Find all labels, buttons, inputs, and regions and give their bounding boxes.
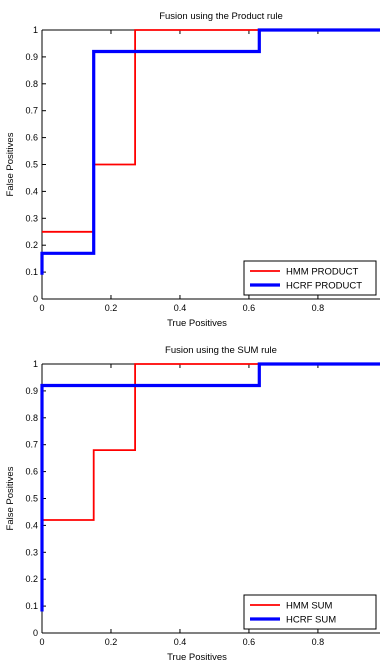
series-line-hmm [42, 29, 380, 233]
x-tick-label: 0.4 [174, 303, 187, 313]
x-tick-label: 0.8 [312, 303, 325, 313]
y-tick-label: 0.2 [25, 240, 38, 250]
series-line-hmm [42, 363, 380, 521]
y-tick-label: 0.9 [25, 386, 38, 396]
legend-label: HMM PRODUCT [286, 267, 358, 278]
y-axis-label: False Positives [5, 132, 16, 196]
y-tick-label: 0.7 [25, 106, 38, 116]
y-tick-label: 0.3 [25, 213, 38, 223]
y-tick-label: 0.1 [25, 267, 38, 277]
legend-label: HCRF SUM [286, 615, 336, 626]
y-tick-label: 0.9 [25, 52, 38, 62]
y-tick-label: 0.2 [25, 574, 38, 584]
y-tick-label: 0.4 [25, 186, 38, 196]
x-axis-label: True Positives [167, 652, 227, 661]
y-tick-label: 1 [33, 25, 38, 35]
y-tick-label: 0.5 [25, 494, 38, 504]
y-tick-label: 0.3 [25, 547, 38, 557]
y-tick-label: 0.7 [25, 440, 38, 450]
y-tick-label: 0 [33, 628, 38, 638]
y-tick-label: 0.8 [25, 413, 38, 423]
chart-title: Fusion using the SUM rule [165, 345, 277, 356]
x-tick-label: 0.8 [312, 637, 325, 647]
series-line-hcrf [40, 362, 380, 612]
legend-label: HMM SUM [286, 601, 333, 612]
y-tick-label: 0.8 [25, 79, 38, 89]
legend-box [243, 260, 377, 296]
x-tick-label: 0 [39, 637, 44, 647]
legend-label: HCRF PRODUCT [286, 281, 362, 292]
y-tick-label: 1 [33, 359, 38, 369]
chart-title: Fusion using the Product rule [159, 11, 283, 22]
legend-box [243, 594, 377, 630]
y-tick-label: 0.5 [25, 160, 38, 170]
series-line-hcrf [40, 28, 380, 275]
y-tick-label: 0.6 [25, 467, 38, 477]
x-axis-label: True Positives [167, 318, 227, 329]
y-axis-label: False Positives [5, 466, 16, 530]
y-tick-label: 0.4 [25, 520, 38, 530]
chart-sum-rule: Fusion using the SUM rule True Positives… [5, 345, 380, 661]
plot-area: 0 0.1 0.2 0.3 0.4 0.5 0.6 0.7 0.8 0.9 1 0 0.2 0.4 0.6 0… [25, 25, 380, 313]
x-tick-label: 0.2 [105, 303, 118, 313]
y-tick-label: 0.1 [25, 601, 38, 611]
x-tick-label: 0.4 [174, 637, 187, 647]
x-tick-label: 0.2 [105, 637, 118, 647]
x-tick-label: 0.6 [243, 637, 256, 647]
y-tick-label: 0.6 [25, 133, 38, 143]
y-tick-label: 0 [33, 294, 38, 304]
plot-area: 0 0.1 0.2 0.3 0.4 0.5 0.6 0.7 0.8 0.9 1 0 0.2 0.4 0.6 0… [25, 359, 380, 647]
legend: HMM PRODUCT HCRF PRODUCT [243, 260, 377, 296]
chart-product-rule: Fusion using the Product rule True Posit… [5, 11, 380, 329]
x-tick-label: 0.6 [243, 303, 256, 313]
x-tick-label: 0 [39, 303, 44, 313]
legend: HMM SUM HCRF SUM [243, 594, 377, 630]
